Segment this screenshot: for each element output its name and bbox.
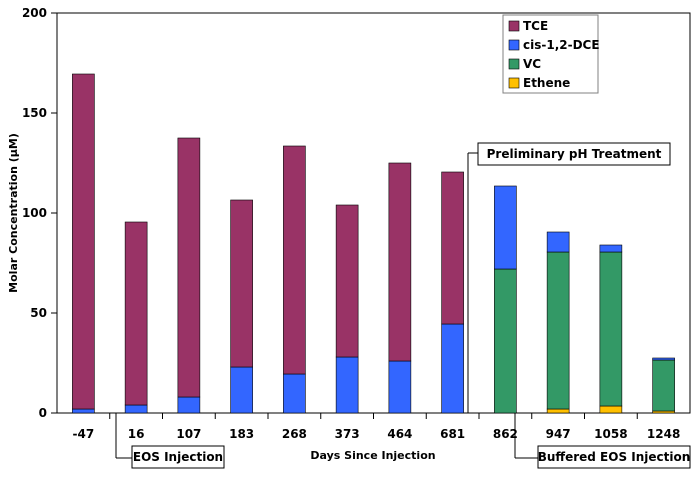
bar-segment-cis-1-2-dce <box>388 360 412 414</box>
x-tick-label: 16 <box>128 427 145 441</box>
ph-treatment-label: Preliminary pH Treatment <box>487 147 662 161</box>
x-tick-label: 107 <box>176 427 201 441</box>
bar-segment-cis-1-2-dce <box>599 244 623 253</box>
legend: TCE cis-1,2-DCE VC Ethene <box>502 14 600 94</box>
bar-segment-tce <box>441 171 464 325</box>
x-tick-label: 373 <box>335 427 360 441</box>
legend-swatch <box>508 20 520 32</box>
bar-segment-tce <box>177 137 201 398</box>
bar-segment-cis-1-2-dce <box>546 231 570 253</box>
bar-segment-tce <box>283 145 306 375</box>
bar-segment-cis-1-2-dce <box>494 185 517 270</box>
x-axis: -47 16 107 183 268 373 464 681 862 947 1058 1248 <box>73 413 680 441</box>
x-tick-label: 268 <box>282 427 307 441</box>
bar-segment-tce <box>124 221 148 406</box>
x-tick-label: 681 <box>440 427 465 441</box>
bar-segment-ethene <box>599 405 623 414</box>
eos-injection-label: EOS Injection <box>133 450 223 464</box>
legend-swatch <box>508 58 520 70</box>
bar-segment-cis-1-2-dce <box>335 356 359 414</box>
x-tick-label: 1248 <box>647 427 680 441</box>
legend-swatch <box>508 39 520 51</box>
legend-label: VC <box>523 57 541 71</box>
x-tick-label: 862 <box>493 427 518 441</box>
annotations: EOS Injection Preliminary pH Treatment B… <box>115 142 691 469</box>
legend-swatch <box>508 77 520 89</box>
y-tick-label: 100 <box>22 206 47 220</box>
x-tick-label: 1058 <box>594 427 627 441</box>
bar-segment-cis-1-2-dce <box>72 408 95 414</box>
y-tick-label: 50 <box>30 306 47 320</box>
bars <box>72 73 675 414</box>
y-tick-label: 150 <box>22 106 47 120</box>
y-axis-title: Molar Concentration (µM) <box>7 133 20 293</box>
legend-label: Ethene <box>523 76 570 90</box>
bar-segment-tce <box>72 73 95 410</box>
bar-segment-cis-1-2-dce <box>652 357 675 361</box>
buffered-eos-label: Buffered EOS Injection <box>538 450 691 464</box>
ph-treatment-label-box <box>477 142 671 166</box>
y-tick-label: 200 <box>22 6 47 20</box>
bar-segment-cis-1-2-dce <box>124 404 148 414</box>
x-tick-label: 947 <box>546 427 571 441</box>
x-tick-label: 183 <box>229 427 254 441</box>
bar-segment-ethene <box>546 408 570 414</box>
bar-segment-cis-1-2-dce <box>177 396 201 414</box>
legend-label: cis-1,2-DCE <box>523 38 600 52</box>
bar-segment-vc <box>652 359 675 412</box>
y-tick-label: 0 <box>39 406 47 420</box>
bar-segment-tce <box>335 204 359 358</box>
bar-segment-vc <box>494 268 517 414</box>
bar-segment-tce <box>230 199 253 368</box>
x-tick-label: 464 <box>387 427 412 441</box>
x-axis-title: Days Since Injection <box>310 449 435 462</box>
bar-segment-cis-1-2-dce <box>441 323 464 414</box>
legend-label: TCE <box>523 19 548 33</box>
eos-injection-label-box <box>131 445 225 469</box>
bar-segment-vc <box>546 251 570 410</box>
bar-segment-cis-1-2-dce <box>230 366 253 414</box>
y-axis: 0 50 100 150 200 <box>22 6 57 420</box>
bar-segment-vc <box>599 251 623 407</box>
bar-segment-cis-1-2-dce <box>283 373 306 414</box>
x-tick-label: -47 <box>73 427 95 441</box>
bar-segment-tce <box>388 162 412 362</box>
buffered-eos-label-box <box>537 445 691 469</box>
